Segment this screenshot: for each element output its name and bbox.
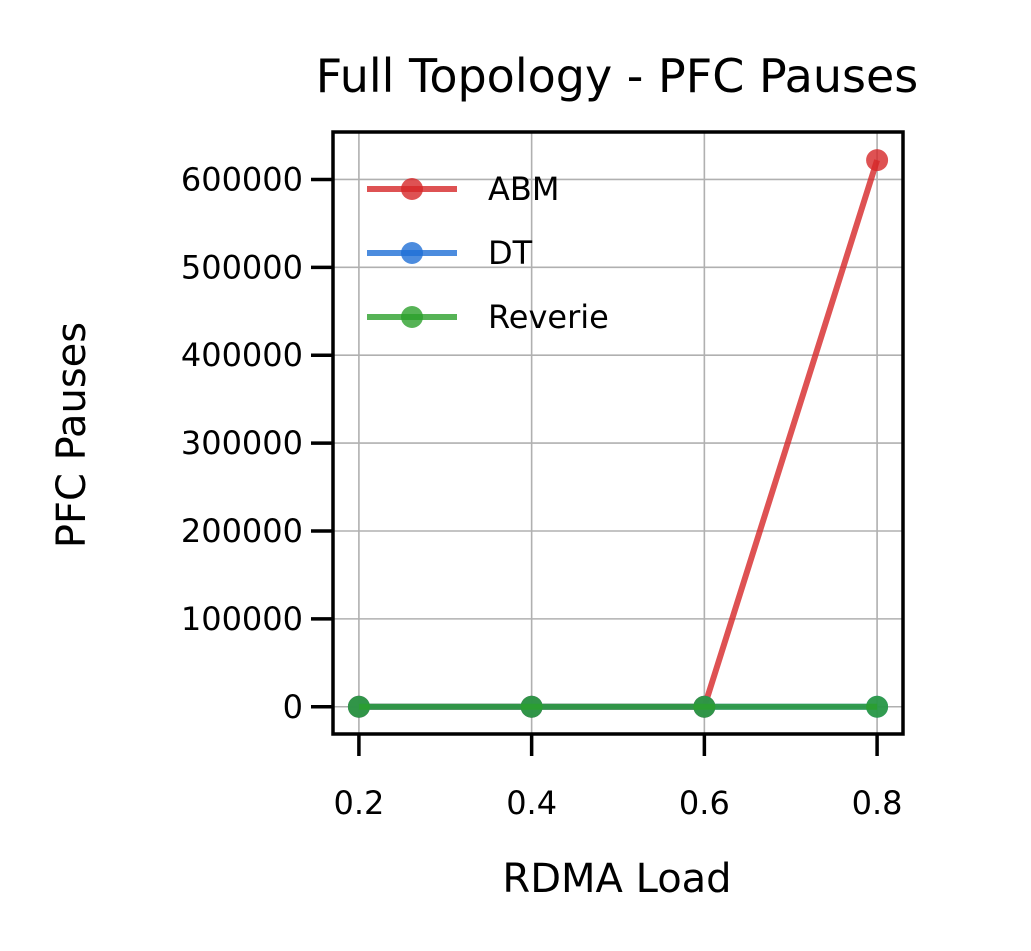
x-tick-label: 0.4 xyxy=(506,784,557,822)
data-point-reverie xyxy=(520,695,543,718)
series-layer xyxy=(347,149,889,718)
series-line-abm xyxy=(358,159,880,710)
y-tick-label: 200000 xyxy=(181,512,303,550)
x-axis-label: RDMA Load xyxy=(502,856,731,902)
data-point-reverie xyxy=(693,695,716,718)
y-tick-label: 500000 xyxy=(181,248,303,286)
y-tick-label: 0 xyxy=(283,688,303,726)
y-tick-label: 300000 xyxy=(181,424,303,462)
plot-frame xyxy=(331,130,905,736)
data-point-reverie xyxy=(866,695,889,718)
y-tick-label: 400000 xyxy=(181,336,303,374)
chart-title: Full Topology - PFC Pauses xyxy=(316,49,918,103)
y-tick-label: 100000 xyxy=(181,600,303,638)
legend-label-abm: ABM xyxy=(488,170,559,208)
y-tick-label: 600000 xyxy=(181,160,303,198)
ticks-layer: 0.2 0.4 0.6 0.8 0 100000 200000 300000 400000 500… xyxy=(181,160,903,822)
x-tick-label: 0.2 xyxy=(333,784,384,822)
legend-label-dt: DT xyxy=(488,234,533,272)
legend-marker-abm xyxy=(401,178,423,200)
legend: ABM DT Reverie xyxy=(367,170,609,336)
grid xyxy=(333,132,903,734)
y-axis-label: PFC Pauses xyxy=(49,322,95,548)
x-tick-label: 0.6 xyxy=(679,784,730,822)
legend-label-reverie: Reverie xyxy=(488,298,609,336)
data-point-reverie xyxy=(347,695,370,718)
data-point-abm xyxy=(866,149,889,172)
legend-marker-reverie xyxy=(401,306,423,328)
x-tick-label: 0.8 xyxy=(852,784,903,822)
legend-marker-dt xyxy=(401,242,423,264)
